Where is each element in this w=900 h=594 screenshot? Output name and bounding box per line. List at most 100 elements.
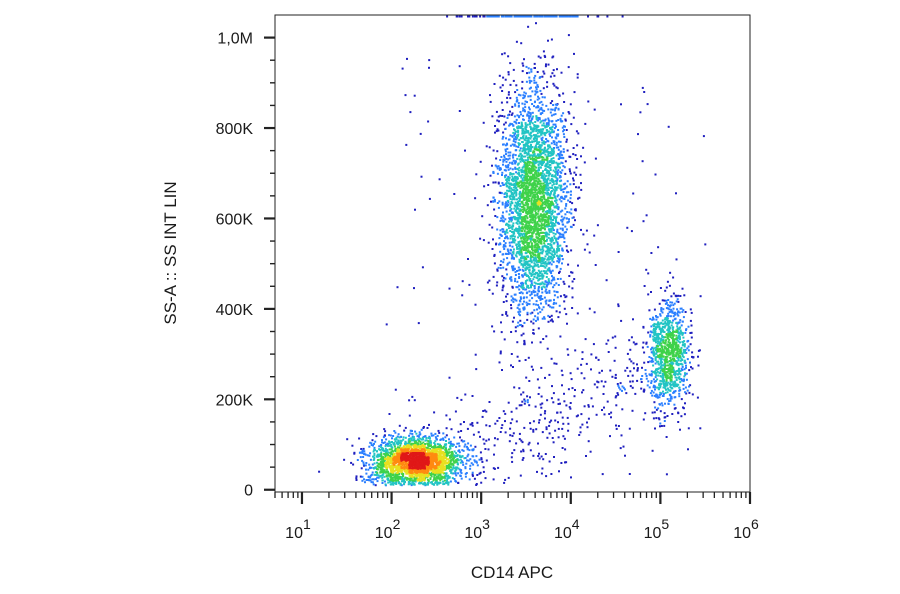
event-point: [492, 238, 494, 241]
event-point: [553, 127, 556, 130]
event-point: [650, 252, 653, 254]
event-point: [538, 306, 540, 309]
event-point: [522, 193, 525, 196]
event-point: [543, 237, 546, 240]
event-point: [548, 233, 551, 236]
event-point: [532, 420, 535, 423]
event-point: [682, 336, 685, 339]
event-point: [502, 216, 505, 219]
event-point: [497, 266, 500, 269]
event-point: [532, 258, 535, 261]
event-point: [546, 250, 549, 253]
event-point: [393, 482, 396, 485]
event-point: [508, 187, 511, 190]
event-point: [517, 146, 520, 148]
event-point: [479, 435, 481, 438]
event-point: [500, 192, 503, 195]
event-point: [543, 258, 545, 261]
event-point: [499, 250, 502, 253]
event-point: [665, 388, 667, 391]
event-point: [506, 257, 509, 260]
event-point: [553, 253, 556, 256]
event-point: [471, 455, 474, 458]
event-point: [597, 381, 600, 384]
event-point: [495, 130, 498, 133]
event-point: [539, 298, 542, 301]
event-point: [556, 195, 559, 198]
event-point: [511, 255, 514, 258]
event-point: [549, 169, 552, 171]
event-point: [507, 476, 510, 479]
event-point: [567, 66, 570, 69]
event-point: [540, 227, 542, 230]
event-point: [548, 186, 551, 189]
event-point: [534, 140, 537, 143]
event-point: [525, 151, 527, 154]
event-point: [544, 125, 547, 128]
event-point: [631, 409, 634, 412]
event-point: [515, 191, 518, 194]
event-point: [503, 169, 506, 172]
event-point: [436, 434, 439, 437]
event-point: [668, 333, 671, 335]
event-point: [516, 136, 519, 139]
event-point: [517, 202, 520, 205]
event-point: [532, 128, 535, 131]
event-point: [593, 383, 596, 386]
event-point: [364, 481, 366, 484]
event-point: [557, 107, 560, 110]
event-point: [549, 305, 552, 308]
event-point: [532, 328, 535, 331]
event-point: [528, 246, 530, 249]
event-point: [523, 426, 526, 429]
event-point: [529, 113, 532, 116]
event-point: [434, 432, 437, 435]
event-point: [563, 237, 566, 240]
event-point: [404, 94, 407, 97]
event-point: [368, 467, 371, 470]
event-point: [525, 249, 528, 252]
event-point: [540, 258, 543, 261]
event-point: [535, 115, 538, 118]
event-point: [547, 304, 550, 307]
event-point: [490, 200, 492, 203]
event-point: [501, 203, 504, 206]
event-point: [578, 434, 581, 436]
event-point: [466, 448, 469, 451]
event-point: [411, 435, 414, 438]
event-point: [540, 128, 543, 131]
event-point: [682, 309, 685, 312]
event-point: [475, 15, 478, 18]
event-point: [541, 164, 544, 166]
event-point: [528, 111, 531, 114]
event-point: [413, 438, 416, 441]
event-point: [552, 278, 554, 281]
event-point: [669, 379, 672, 382]
event-point: [671, 310, 674, 313]
event-point: [661, 334, 664, 337]
event-point: [540, 242, 543, 245]
event-point: [517, 172, 520, 174]
event-point: [402, 480, 405, 483]
event-point: [535, 303, 538, 306]
event-point: [541, 192, 544, 195]
event-point: [502, 410, 505, 413]
event-point: [523, 171, 526, 174]
event-point: [683, 340, 686, 343]
event-point: [525, 266, 528, 269]
event-point: [678, 336, 681, 339]
event-point: [542, 140, 545, 143]
event-point: [517, 207, 520, 210]
event-point: [358, 451, 361, 454]
event-point: [522, 391, 525, 394]
event-point: [670, 380, 673, 383]
event-point: [552, 441, 555, 444]
event-point: [515, 145, 518, 148]
event-point: [562, 150, 565, 153]
event-point: [511, 452, 514, 455]
event-point: [498, 120, 500, 123]
event-point: [673, 318, 676, 321]
event-point: [558, 259, 561, 262]
event-point: [582, 233, 585, 236]
event-point: [514, 216, 516, 219]
